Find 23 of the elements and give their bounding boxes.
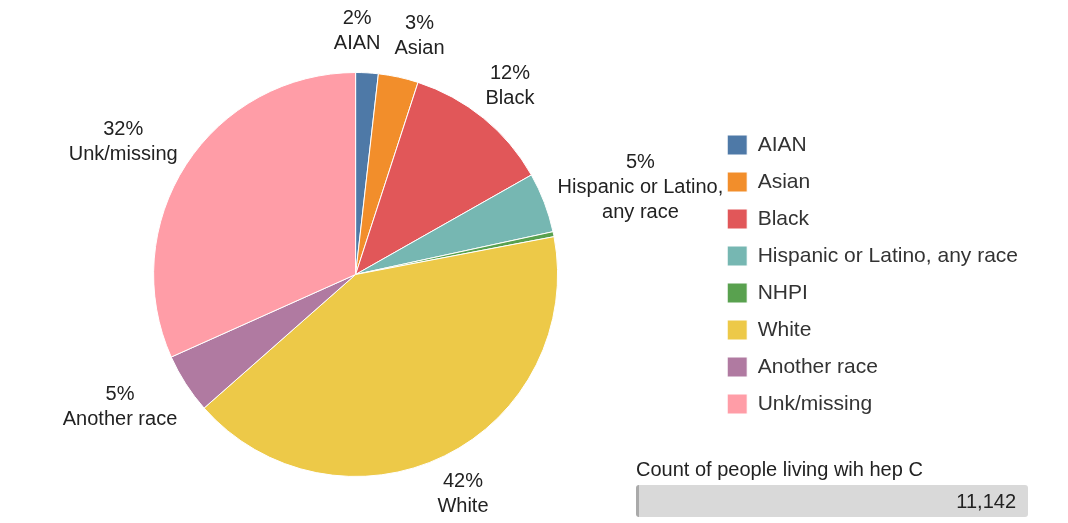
data-label: 2% bbox=[342, 5, 372, 28]
slice-label: Another race bbox=[62, 406, 178, 429]
legend-label: Hispanic or Latino, any race bbox=[757, 242, 1019, 266]
data-label: 12% bbox=[489, 60, 531, 83]
legend-label: Black bbox=[757, 205, 810, 229]
text: Count of people living wih hep C bbox=[636, 458, 924, 481]
slice-label: Asian bbox=[394, 36, 445, 59]
slice-label: White bbox=[437, 493, 489, 516]
legend-label: AIAN bbox=[757, 131, 807, 155]
slice-label: Unk/missing bbox=[68, 141, 178, 164]
data-label: 32% bbox=[103, 116, 144, 139]
slice-label: Black bbox=[485, 85, 536, 108]
legend-label: Asian bbox=[757, 168, 811, 192]
legend-label: White bbox=[757, 316, 812, 340]
data-label: 5% bbox=[105, 381, 135, 404]
legend-label: NHPI bbox=[757, 279, 808, 303]
slice-label: AIAN bbox=[333, 30, 381, 53]
legend-label: Another race bbox=[757, 353, 878, 377]
legend-label: Unk/missing bbox=[757, 390, 873, 414]
data-label: 5% bbox=[626, 150, 656, 173]
data-label: 3% bbox=[405, 11, 435, 34]
slice-label: Hispanic or Latino, any race bbox=[557, 175, 724, 223]
data-label: 42% bbox=[442, 468, 484, 491]
